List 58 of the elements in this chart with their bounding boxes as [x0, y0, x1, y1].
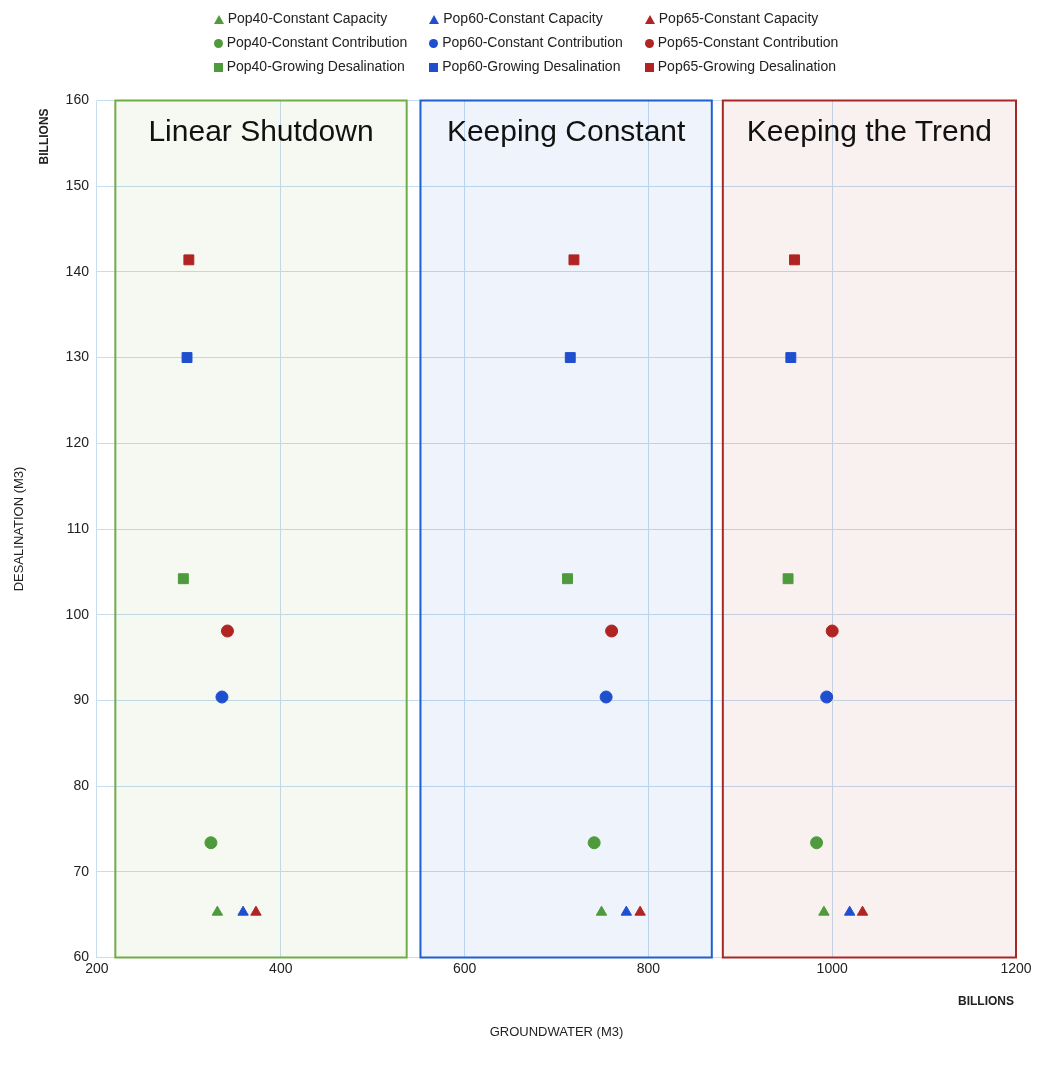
point: [562, 573, 573, 585]
point: [634, 905, 646, 916]
legend-label: Pop60-Growing Desalination: [441, 58, 622, 74]
point: [599, 690, 613, 704]
y-axis-title: DESALINATION (M3): [11, 466, 27, 592]
point: [215, 690, 229, 704]
y-tick-label: 130: [65, 348, 90, 365]
band-label: Linear Shutdown: [148, 113, 374, 147]
text: BILLIONS: [958, 993, 1014, 1008]
point: [785, 352, 797, 364]
point: [605, 624, 619, 638]
legend-label: Pop65-Growing Desalination: [656, 58, 837, 74]
point: [181, 352, 193, 364]
point: [810, 836, 824, 850]
point: [250, 905, 262, 916]
point: [587, 836, 601, 850]
legend-label: Pop60-Constant Capacity: [442, 10, 604, 26]
point: [220, 624, 234, 638]
x-axis-title: GROUNDWATER (M3): [489, 1023, 624, 1039]
legend-label: Pop40-Growing Desalination: [225, 58, 406, 74]
y-tick-label: 140: [65, 262, 90, 279]
x-tick-label: 600: [452, 959, 477, 976]
legend-label: Pop65-Constant Contribution: [656, 34, 839, 50]
legend-label: Pop65-Constant Capacity: [657, 10, 820, 26]
point: [818, 905, 830, 916]
x-tick-label: 1000: [816, 959, 848, 976]
point: [620, 905, 633, 916]
y-tick-label: 70: [73, 862, 90, 879]
point: [856, 905, 869, 916]
y-tick-label: 150: [65, 176, 90, 193]
legend-label: Pop40-Constant Contribution: [225, 34, 408, 50]
y-tick-label: 120: [65, 434, 90, 451]
point: [820, 690, 834, 704]
band-label: Keeping the Trend: [746, 113, 993, 147]
point: [564, 352, 576, 364]
point: [204, 836, 218, 850]
y-tick-label: 90: [73, 691, 90, 708]
point: [825, 624, 839, 638]
y-tick-label: 160: [65, 91, 90, 108]
point: [789, 254, 800, 266]
point: [843, 905, 856, 916]
text: BILLIONS: [37, 108, 52, 165]
legend-label: Pop60-Constant Contribution: [441, 34, 623, 50]
x-tick-label: 1200: [1000, 959, 1032, 976]
point: [177, 573, 189, 585]
point: [568, 254, 580, 266]
point: [183, 254, 195, 266]
y-tick-label: 110: [66, 519, 90, 536]
point: [595, 905, 608, 916]
point: [211, 905, 224, 916]
y-tick-label: 80: [73, 777, 90, 794]
band-label: Keeping Constant: [446, 113, 687, 147]
legend-label: Pop40-Constant Capacity: [226, 10, 389, 26]
x-tick-label: 800: [636, 959, 661, 976]
point: [782, 573, 794, 585]
x-tick-label: 400: [269, 959, 293, 976]
y-tick-label: 100: [65, 605, 90, 622]
point: [237, 905, 249, 916]
